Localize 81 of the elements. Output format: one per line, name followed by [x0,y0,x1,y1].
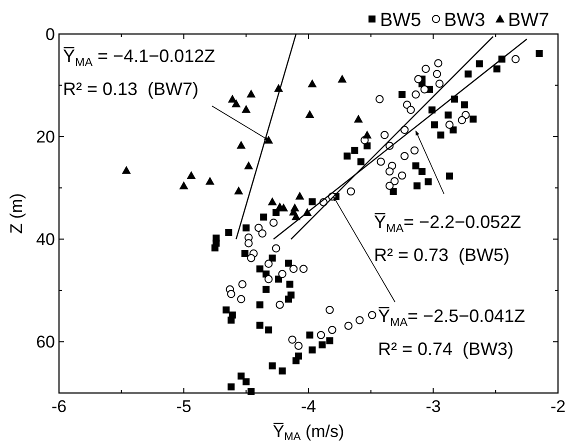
point [269,218,278,227]
point [268,197,277,206]
annotation: Y̅$_{MA}$= −2.2−0.052Z R² = 0.73 (BW5) [374,212,522,265]
annotation: Y̅$_{MA}$ = −4.1−0.012Z R² = 0.13 (BW7) [62,46,216,99]
point [236,140,246,149]
point [295,192,304,200]
point [412,90,420,99]
x-tick-label: -5 [176,397,192,416]
point [346,187,356,196]
point [288,336,296,344]
point [246,90,256,98]
point [435,80,444,88]
point [264,275,273,284]
point [254,224,263,232]
legend-label: BW5 [380,10,422,31]
point [420,85,429,94]
point [406,106,415,114]
point [227,290,236,298]
point [237,295,246,304]
point [376,158,385,166]
point [458,116,466,124]
legend-label: BW7 [508,10,550,31]
point [422,64,430,73]
point [385,182,394,190]
x-axis-title: Y̅$_{MA}$ (m/s) [272,422,344,443]
point [400,152,409,160]
x-tick-label: -2 [550,397,566,416]
point [316,330,326,340]
point [376,95,384,104]
legend-label: BW3 [444,10,486,31]
point [305,110,314,118]
x-tick-label: -3 [426,397,441,416]
point [390,177,399,186]
point [385,167,394,176]
point [278,270,286,278]
point [362,130,372,139]
point [289,264,298,273]
point [294,342,303,350]
point [242,104,251,113]
point [244,239,253,248]
point [410,146,419,155]
point [445,120,454,129]
point [326,306,334,314]
annotation: Y̅$_{MA}$= −2.5−0.041Z R² = 0.74 (BW3) [378,306,526,359]
y-tick-label: 20 [36,128,55,147]
y-tick-label: 0 [46,25,55,44]
point [511,55,520,64]
y-tick-label: 40 [36,230,55,250]
point [247,254,256,262]
point [290,203,300,212]
point [308,79,317,88]
x-tick-label: -4 [300,397,316,416]
point [234,186,244,194]
x-tick-label: -6 [51,397,67,416]
point [338,74,347,83]
point [380,130,389,140]
point [292,212,301,220]
y-axis-title: Z (m) [7,193,26,234]
point [264,260,273,268]
point [328,326,336,334]
point [258,229,266,238]
y-tick-label: 60 [36,332,55,352]
point [232,99,241,108]
point [186,171,196,180]
point [434,59,442,68]
point [122,166,131,174]
point [398,171,406,180]
point [238,280,246,288]
point [272,244,280,252]
point [368,310,376,320]
point [205,176,214,185]
point [276,300,284,309]
point [432,70,442,78]
point [279,203,288,212]
point [299,264,308,273]
point [179,181,188,190]
point [344,322,353,330]
point [244,161,254,170]
point [356,316,364,324]
point [354,114,363,123]
point [414,75,422,84]
